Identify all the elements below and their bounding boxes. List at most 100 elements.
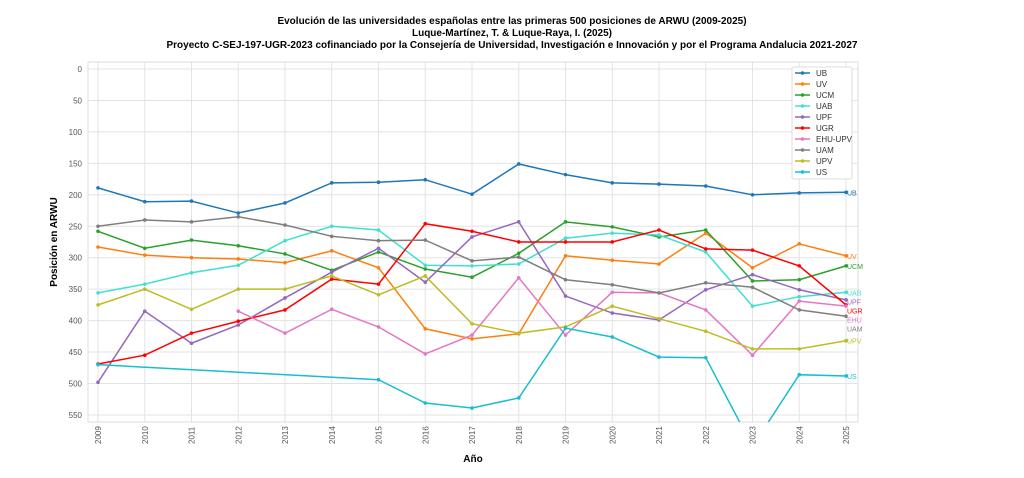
end-label-UPV: UPV — [847, 339, 862, 346]
data-point-UAM — [236, 215, 241, 219]
y-tick-label: 0 — [78, 65, 83, 74]
data-point-UPF — [610, 311, 615, 315]
x-tick-label: 2011 — [188, 426, 197, 444]
data-point-UPV — [610, 304, 615, 308]
data-point-UCM — [142, 246, 147, 251]
data-point-UV — [142, 253, 147, 257]
x-tick-label: 2016 — [421, 426, 430, 444]
data-point-UPV — [797, 347, 802, 351]
legend-entry: UPF — [816, 113, 832, 122]
data-point-UAM — [423, 238, 428, 242]
data-point-UGR — [797, 264, 802, 268]
y-tick-label: 450 — [69, 348, 83, 357]
data-point-UCM — [283, 252, 287, 256]
legend-marker — [800, 115, 805, 119]
data-point-UB — [844, 190, 848, 195]
data-point-EHU-UPV — [236, 309, 241, 313]
data-point-UPF — [797, 287, 802, 292]
legend-marker — [800, 126, 805, 130]
data-point-UAB — [610, 231, 615, 235]
x-tick-label: 2010 — [141, 426, 150, 444]
data-point-UGR — [703, 247, 708, 251]
data-point-UAM — [470, 259, 474, 263]
data-point-UB — [470, 192, 474, 196]
data-point-UPV — [423, 274, 428, 278]
data-point-UPF — [283, 296, 287, 300]
data-point-UAB — [283, 238, 287, 243]
data-point-UV — [657, 262, 661, 266]
data-point-UV — [797, 242, 802, 246]
data-point-UAM — [283, 223, 287, 227]
data-point-UAM — [750, 285, 755, 290]
data-point-UB — [563, 172, 568, 177]
legend-marker — [800, 148, 805, 152]
data-point-UV — [283, 260, 287, 265]
data-point-EHU-UPV — [563, 333, 568, 337]
data-point-UAB — [329, 224, 334, 229]
data-point-UB — [142, 199, 147, 204]
data-point-UCM — [423, 267, 428, 271]
data-point-UPV — [376, 293, 381, 297]
data-point-UAB — [703, 250, 708, 254]
data-point-UV — [470, 337, 474, 341]
data-point-UAB — [516, 262, 521, 266]
data-point-UGR — [376, 282, 381, 286]
legend-entry: US — [816, 168, 827, 177]
data-point-UAM — [657, 291, 661, 295]
legend-marker — [800, 159, 805, 163]
x-tick-label: 2014 — [328, 426, 337, 444]
data-point-UAM — [376, 238, 381, 243]
data-point-UCM — [516, 251, 521, 256]
series-line-US — [97, 327, 847, 422]
data-point-UCM — [610, 225, 615, 229]
data-point-EHU-UPV — [329, 307, 334, 312]
data-point-UPV — [236, 287, 241, 291]
x-tick-label: 2017 — [468, 426, 477, 444]
x-tick-label: 2012 — [234, 426, 243, 444]
data-point-UPF — [142, 309, 147, 313]
data-point-UB — [610, 181, 615, 185]
data-point-UV — [610, 258, 615, 263]
x-tick-label: 2025 — [842, 426, 851, 444]
data-point-EHU-UPV — [750, 353, 755, 357]
y-tick-label: 250 — [69, 222, 83, 231]
data-point-UPV — [283, 287, 287, 291]
data-point-EHU-UPV — [423, 352, 428, 356]
data-point-UAB — [236, 263, 241, 268]
data-point-UCM — [189, 238, 194, 242]
y-tick-label: 200 — [69, 191, 83, 200]
end-label-EHU-UPV: EHU — [847, 317, 862, 324]
data-point-UPV — [470, 321, 474, 326]
data-point-UGR — [750, 248, 755, 252]
data-point-UPF — [96, 380, 100, 385]
legend-entry: UV — [816, 80, 828, 89]
end-label-UPF: UPF — [847, 299, 861, 306]
data-point-US — [703, 355, 708, 360]
data-point-UB — [329, 181, 334, 185]
legend-marker — [800, 104, 805, 108]
y-tick-label: 100 — [69, 128, 83, 137]
plot-area — [87, 61, 859, 423]
data-point-UAB — [657, 233, 661, 237]
data-point-UV — [376, 265, 381, 270]
data-point-UAB — [189, 270, 194, 275]
data-point-UCM — [703, 228, 708, 232]
y-tick-label: 300 — [69, 254, 83, 263]
data-point-UPF — [750, 272, 755, 277]
legend-entry: UAM — [816, 146, 834, 155]
data-point-UAM — [703, 281, 708, 285]
legend-entry: UB — [816, 69, 827, 78]
end-label-UB: UB — [847, 190, 857, 197]
data-point-UV — [423, 326, 428, 331]
data-point-EHU-UPV — [283, 331, 287, 335]
data-point-UPV — [329, 274, 334, 278]
data-point-US — [470, 406, 474, 410]
legend-entry: UGR — [816, 124, 834, 133]
data-point-US — [376, 377, 381, 382]
data-point-UAB — [750, 304, 755, 308]
legend-marker — [800, 170, 805, 174]
y-tick-label: 50 — [73, 96, 82, 105]
data-point-UPV — [844, 338, 848, 343]
data-point-UAM — [189, 220, 194, 224]
